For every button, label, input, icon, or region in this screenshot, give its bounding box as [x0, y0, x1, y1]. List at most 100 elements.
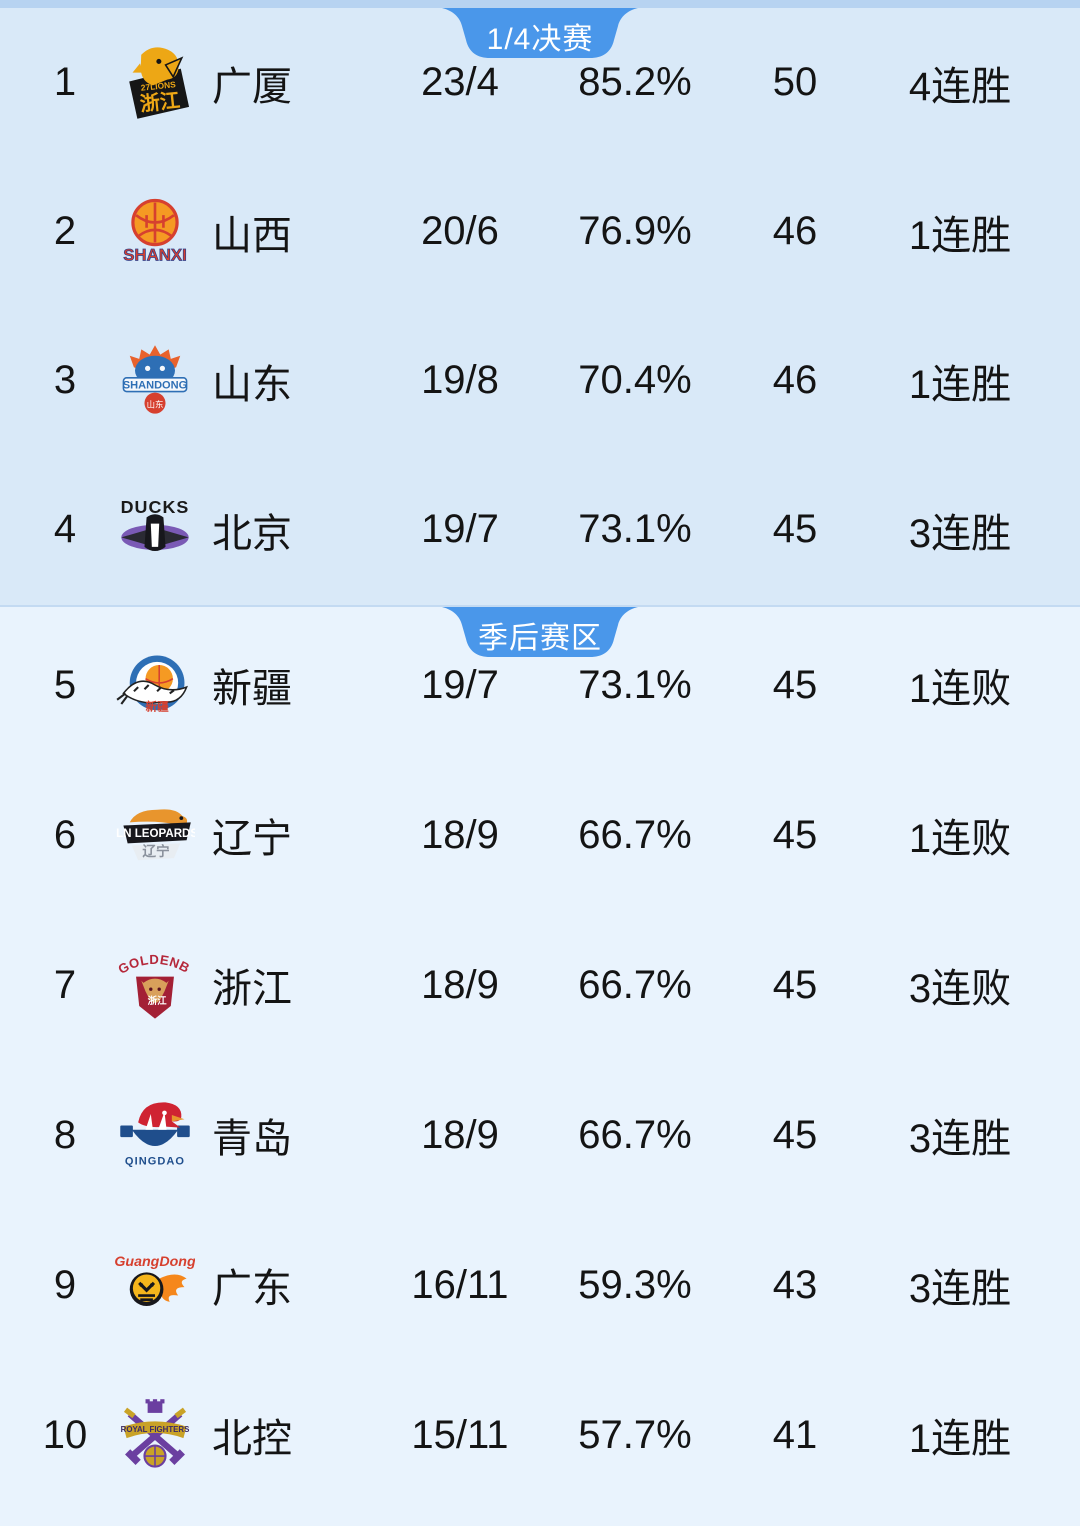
guangdong-tigers-logo: GuangDong	[110, 1245, 200, 1325]
logo-text2: 辽宁	[142, 843, 169, 859]
standings-row[interactable]: 8 QINGDAO 青岛 18/9 66.7% 45 3连胜	[0, 1060, 1080, 1210]
points: 41	[772, 1412, 818, 1457]
logo-text: QINGDAO	[125, 1155, 185, 1167]
win-loss-record: 16/11	[411, 1262, 509, 1307]
logo-text: GuangDong	[115, 1254, 195, 1270]
badge-tab-shape	[442, 8, 638, 58]
streak: 1连胜	[908, 362, 1012, 407]
logo-text2: 浙江	[148, 995, 167, 1007]
svg-text:GOLDENBULLS: GOLDENBULLS	[115, 945, 192, 977]
rank-cell: 8	[53, 1112, 77, 1157]
win-loss-record: 18/9	[421, 1112, 499, 1157]
win-loss-record: 15/11	[411, 1412, 509, 1457]
standings-row[interactable]: 10 ROYAL FIGHTERS 北控 15/11 57.7% 41 1连胜	[0, 1360, 1080, 1510]
standings-row[interactable]: 1 27LIONS 浙江 广厦 23/4 85.2% 50 4连胜	[0, 8, 1080, 157]
streak: 1连败	[908, 817, 1012, 861]
standings-row[interactable]: 3 SHANDONG 山东 山东 19/8 70.4% 46 1连胜	[0, 306, 1080, 455]
zhejiang-lions-logo: 27LIONS 浙江	[110, 43, 200, 123]
win-loss-record: 20/6	[421, 209, 499, 253]
win-loss-record: 19/7	[421, 662, 499, 707]
badge-tab-shape	[442, 607, 638, 657]
rank-cell: 2	[53, 209, 77, 253]
playoff-zone-badge: 季后赛区	[440, 607, 640, 659]
streak: 1连败	[908, 667, 1012, 711]
points: 45	[772, 812, 818, 857]
points: 43	[772, 1262, 818, 1307]
logo-text: ROYAL FIGHTERS	[121, 1425, 190, 1434]
logo-text2: 浙江	[139, 87, 181, 115]
win-percentage: 85.2%	[578, 60, 692, 104]
logo-text: DUCKS	[121, 497, 190, 517]
points: 46	[772, 358, 818, 402]
team-name: 新疆	[212, 667, 292, 711]
top-strip	[0, 0, 1080, 8]
rank-cell: 10	[42, 1412, 88, 1457]
points: 45	[772, 1112, 818, 1157]
team-name: 辽宁	[212, 817, 292, 861]
logo-text: LN LEOPARDS	[116, 828, 195, 840]
qingdao-eagles-logo: QINGDAO	[110, 1095, 200, 1175]
logo-text: SHANXI	[123, 245, 187, 264]
streak: 1连胜	[908, 213, 1012, 258]
standings-row[interactable]: 7 GOLDENBULLS 浙江 浙江 18/9 66.7% 45 3连败	[0, 910, 1080, 1060]
beijing-ducks-logo: DUCKS	[110, 490, 200, 570]
win-percentage: 66.7%	[578, 1112, 692, 1157]
team-name: 浙江	[212, 967, 292, 1011]
logo-text: 27LIONS	[140, 79, 176, 93]
standings-row[interactable]: 2 SHANXI 山西 20/6 76.9% 46 1连胜	[0, 157, 1080, 306]
badge-label: 季后赛区	[478, 622, 602, 655]
team-name: 山东	[212, 362, 292, 407]
team-name: 广厦	[212, 64, 292, 109]
win-percentage: 76.9%	[578, 209, 692, 253]
rank-cell: 1	[53, 60, 77, 104]
logo-text: GOLDENBULLS	[115, 945, 192, 977]
standings-row[interactable]: 9 GuangDong 广东 16/11 59.3% 43 3连胜	[0, 1210, 1080, 1360]
shandong-logo: SHANDONG 山东	[110, 341, 200, 421]
win-loss-record: 19/7	[421, 507, 499, 551]
points: 45	[772, 662, 818, 707]
team-name: 广东	[212, 1267, 292, 1311]
rank-cell: 7	[53, 962, 77, 1007]
points: 50	[772, 60, 818, 104]
streak: 4连胜	[908, 64, 1012, 109]
section-quarterfinal-zone: 1/4决赛 1 27LIONS 浙江 广厦 23/4 85.2% 50 4连胜	[0, 8, 1080, 605]
win-percentage: 70.4%	[578, 358, 692, 402]
shanxi-logo: SHANXI	[110, 192, 200, 272]
streak: 1连胜	[908, 1417, 1012, 1461]
logo-text2: 山东	[147, 399, 164, 409]
goldenbulls-logo: GOLDENBULLS 浙江	[110, 945, 200, 1025]
streak: 3连败	[908, 967, 1012, 1011]
logo-text: 新疆	[146, 699, 170, 713]
win-percentage: 73.1%	[578, 662, 692, 707]
win-loss-record: 18/9	[421, 962, 499, 1007]
win-percentage: 73.1%	[578, 507, 692, 551]
streak: 3连胜	[908, 511, 1012, 556]
standings-row[interactable]: 4 DUCKS 北京 19/7 73.1% 45 3连胜	[0, 455, 1080, 604]
rank-cell: 4	[53, 507, 77, 551]
standings-row[interactable]: 6 LN LEOPARDS 辽宁 辽宁 18/9 66.7% 45 1连败	[0, 760, 1080, 910]
streak: 3连胜	[908, 1117, 1012, 1161]
rank-cell: 5	[53, 662, 77, 707]
streak: 3连胜	[908, 1267, 1012, 1311]
win-percentage: 57.7%	[578, 1412, 692, 1457]
win-loss-record: 19/8	[421, 358, 499, 402]
logo-text: SHANDONG	[123, 379, 187, 391]
win-percentage: 59.3%	[578, 1262, 692, 1307]
points: 46	[772, 209, 818, 253]
badge-label: 1/4决赛	[486, 23, 594, 56]
royal-fighters-logo: ROYAL FIGHTERS	[110, 1395, 200, 1475]
win-loss-record: 23/4	[421, 60, 499, 104]
rank-cell: 9	[53, 1262, 77, 1307]
quarterfinal-zone-badge: 1/4决赛	[440, 8, 640, 60]
win-percentage: 66.7%	[578, 962, 692, 1007]
points: 45	[772, 962, 818, 1007]
section-playoff-zone: 季后赛区 5 新疆 新疆 19/7 73.1% 45 1连败 6	[0, 605, 1080, 1524]
team-name: 北控	[212, 1417, 292, 1461]
rank-cell: 3	[53, 358, 77, 402]
standings-row[interactable]: 5 新疆 新疆 19/7 73.1% 45 1连败	[0, 610, 1080, 760]
points: 45	[772, 507, 818, 551]
win-loss-record: 18/9	[421, 812, 499, 857]
win-percentage: 66.7%	[578, 812, 692, 857]
liaoning-leopards-logo: LN LEOPARDS 辽宁	[110, 795, 200, 875]
rank-cell: 6	[53, 812, 77, 857]
